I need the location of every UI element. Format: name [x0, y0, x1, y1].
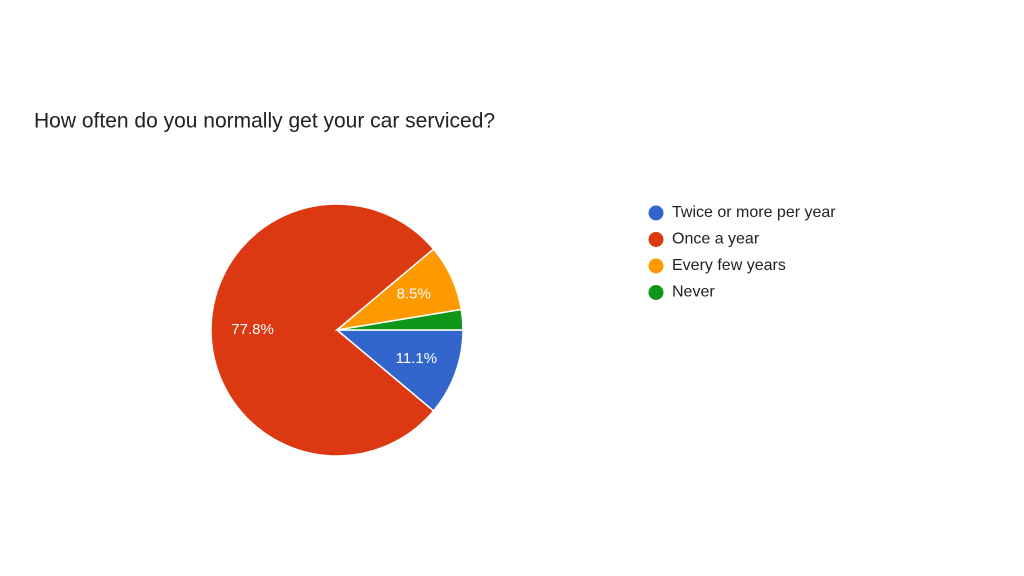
legend-marker — [648, 205, 664, 221]
pie-slice — [336, 308, 464, 331]
legend-label: Never — [672, 284, 715, 301]
slice-label: 8.5% — [397, 286, 431, 303]
legend-marker — [648, 285, 664, 300]
legend-marker — [648, 258, 664, 274]
legend-label: Twice or more per year — [672, 204, 836, 221]
legend-marker — [648, 232, 664, 247]
slice-label: 77.8% — [231, 321, 274, 338]
pie-slice — [334, 329, 464, 412]
chart-title: How often do you normally get your car s… — [34, 110, 495, 133]
slice-label: 11.1% — [396, 350, 437, 367]
pie-slice — [210, 203, 435, 457]
legend-label: Once a year — [672, 231, 760, 248]
legend-label: Every few years — [672, 257, 786, 274]
